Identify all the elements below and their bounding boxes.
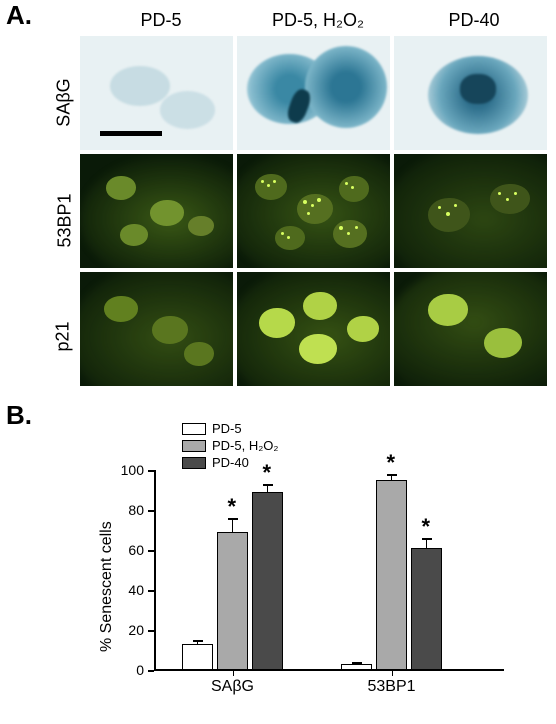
panel-a-label: A.: [6, 0, 32, 31]
y-tick: [148, 590, 154, 592]
bar: [341, 664, 372, 670]
significance-star: *: [422, 516, 431, 538]
y-tick-label: 20: [116, 622, 144, 638]
error-cap: [352, 662, 362, 664]
y-tick-label: 60: [116, 542, 144, 558]
y-tick: [148, 670, 154, 672]
y-axis: [154, 470, 156, 670]
row-label-2: p21: [53, 321, 74, 351]
panel-b-label: B.: [6, 400, 32, 431]
y-tick: [148, 510, 154, 512]
figure: A. PD-5 PD-5, H₂O₂ PD-40 SAβG 53BP1 p21: [0, 0, 556, 724]
y-axis-label: % Senescent cells: [98, 521, 116, 652]
y-tick-label: 80: [116, 502, 144, 518]
y-tick-label: 100: [116, 462, 144, 478]
legend-row-0: PD-5: [182, 420, 278, 437]
scale-bar: [100, 131, 162, 136]
x-group-label: 53BP1: [341, 678, 442, 696]
bar: [411, 548, 442, 670]
bar: [217, 532, 248, 670]
micro-p21-pd40: [394, 272, 547, 386]
micro-sabg-h2o2: [237, 36, 390, 150]
y-tick: [148, 550, 154, 552]
bar: [376, 480, 407, 670]
plot-area: 020406080100**SAβG**53BP1: [154, 470, 504, 670]
micro-p21-h2o2: [237, 272, 390, 386]
col-header-0: PD-5: [96, 10, 226, 31]
col-header-1: PD-5, H₂O₂: [238, 10, 398, 31]
y-tick: [148, 630, 154, 632]
x-tick: [233, 670, 235, 676]
legend-label-0: PD-5: [212, 421, 242, 436]
micro-53bp1-pd40: [394, 154, 547, 268]
x-tick: [392, 670, 394, 676]
error-bar: [426, 538, 428, 548]
significance-star: *: [263, 462, 272, 484]
row-label-1: 53BP1: [55, 193, 76, 247]
micro-p21-pd5: [80, 272, 233, 386]
legend-swatch-0: [182, 423, 206, 435]
significance-star: *: [228, 496, 237, 518]
error-bar: [232, 518, 234, 532]
micro-sabg-pd40: [394, 36, 547, 150]
micro-sabg-pd5: [80, 36, 233, 150]
bar-chart: % Senescent cells 020406080100**SAβG**53…: [104, 442, 524, 712]
y-tick-label: 0: [116, 662, 144, 678]
bar: [182, 644, 213, 670]
y-tick-label: 40: [116, 582, 144, 598]
row-label-0: SAβG: [54, 78, 75, 126]
y-tick: [148, 470, 154, 472]
x-group-label: SAβG: [182, 678, 283, 696]
micrograph-grid: [80, 36, 547, 386]
error-cap: [193, 640, 203, 642]
bar: [252, 492, 283, 670]
micro-53bp1-pd5: [80, 154, 233, 268]
significance-star: *: [387, 452, 396, 474]
micro-53bp1-h2o2: [237, 154, 390, 268]
col-header-2: PD-40: [404, 10, 544, 31]
